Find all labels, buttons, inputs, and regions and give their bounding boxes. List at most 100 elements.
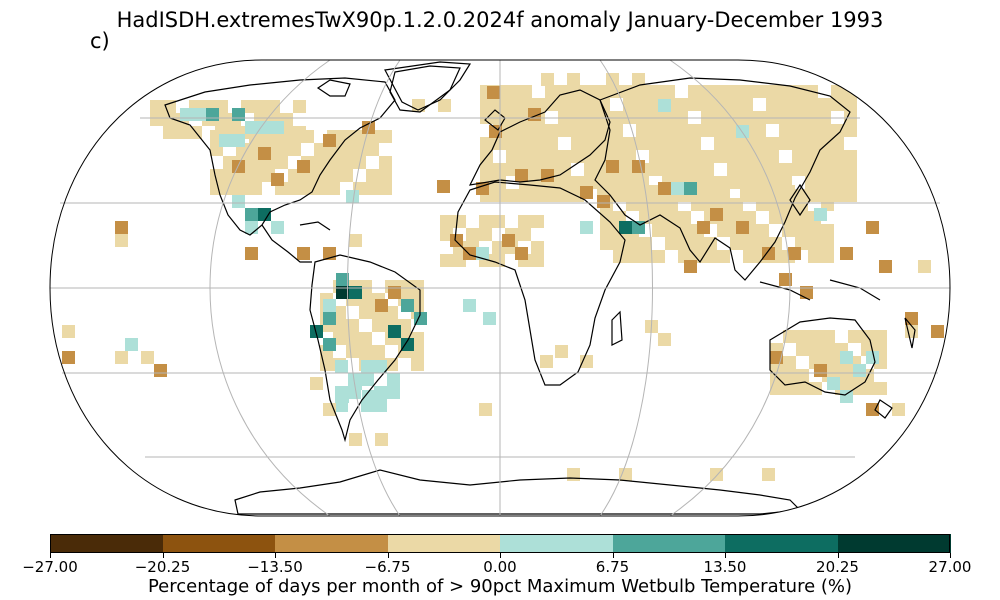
anomaly-cell — [492, 254, 505, 267]
anomaly-cell — [349, 234, 362, 247]
anomaly-cell — [366, 169, 379, 182]
colorbar — [50, 534, 951, 553]
anomaly-cell — [688, 150, 701, 163]
anomaly-cell — [580, 186, 593, 199]
anomaly-cell — [743, 211, 756, 224]
anomaly-cell — [626, 185, 639, 198]
anomaly-cell — [267, 100, 280, 113]
anomaly-cell — [597, 150, 610, 163]
anomaly-cell — [372, 319, 385, 332]
anomaly-cell — [258, 147, 271, 160]
anomaly-cell — [808, 185, 821, 198]
anomaly-cell — [506, 150, 519, 163]
colorbar-segment — [500, 534, 613, 553]
anomaly-cell — [518, 215, 531, 228]
colorbar-tick-mark — [50, 553, 51, 558]
anomaly-cell — [691, 237, 704, 250]
anomaly-cell — [892, 403, 905, 416]
anomaly-cell — [411, 332, 424, 345]
anomaly-cell — [704, 198, 717, 211]
anomaly-cell — [333, 306, 346, 319]
anomaly-cell — [245, 208, 258, 221]
colorbar-segment — [612, 534, 726, 553]
anomaly-cell — [931, 325, 944, 338]
anomaly-cell — [678, 224, 691, 237]
anomaly-cell — [463, 299, 476, 312]
anomaly-cell — [275, 156, 288, 169]
anomaly-cell — [652, 250, 665, 263]
anomaly-cell — [800, 286, 813, 299]
anomaly-cell — [714, 124, 727, 137]
anomaly-cell — [743, 185, 756, 198]
anomaly-cell — [374, 386, 387, 399]
anomaly-cell — [571, 176, 584, 189]
anomaly-cell — [359, 293, 372, 306]
anomaly-cell — [831, 163, 844, 176]
anomaly-cell — [163, 126, 176, 139]
anomaly-cell — [411, 358, 424, 371]
anomaly-cell — [662, 163, 675, 176]
anomaly-cell — [792, 137, 805, 150]
anomaly-cell — [438, 99, 451, 112]
anomaly-cell — [613, 250, 626, 263]
colorbar-segment — [162, 534, 276, 553]
anomaly-cell — [249, 169, 262, 182]
anomaly-cell — [808, 237, 821, 250]
anomaly-cell — [701, 98, 714, 111]
anomaly-cell — [293, 126, 306, 139]
colorbar-tick-label: 6.75 — [595, 558, 630, 576]
anomaly-cell — [740, 85, 753, 98]
anomaly-cell — [440, 254, 453, 267]
anomaly-cell — [610, 124, 623, 137]
anomaly-grid-cells — [62, 73, 944, 481]
colorbar-segment — [387, 534, 501, 553]
anomaly-cell — [359, 306, 372, 319]
anomaly-cell — [626, 198, 639, 211]
anomaly-cell — [372, 345, 385, 358]
anomaly-cell — [310, 325, 323, 338]
anomaly-cell — [809, 343, 822, 356]
anomaly-cell — [652, 224, 665, 237]
anomaly-cell — [506, 189, 519, 202]
anomaly-cell — [684, 182, 697, 195]
anomaly-cell — [236, 182, 249, 195]
anomaly-cell — [176, 126, 189, 139]
anomaly-cell — [219, 134, 232, 147]
anomaly-cell — [531, 254, 544, 267]
anomaly-cell — [805, 98, 818, 111]
colorbar-tick-label: 13.50 — [703, 558, 747, 576]
anomaly-cell — [558, 98, 571, 111]
anomaly-cell — [805, 137, 818, 150]
map-title: HadISDH.extremesTwX90p.1.2.0.2024f anoma… — [116, 8, 884, 32]
anomaly-cell — [610, 150, 623, 163]
anomaly-cell — [359, 345, 372, 358]
graticule — [50, 59, 950, 517]
anomaly-cell — [783, 369, 796, 382]
anomaly-cell — [795, 237, 808, 250]
anomaly-cell — [678, 211, 691, 224]
anomaly-cell — [766, 85, 779, 98]
anomaly-cell — [532, 137, 545, 150]
anomaly-cell — [805, 124, 818, 137]
anomaly-cell — [541, 73, 554, 86]
anomaly-cell — [584, 176, 597, 189]
anomaly-cell — [506, 137, 519, 150]
anomaly-cell — [584, 124, 597, 137]
anomaly-cell — [861, 382, 874, 395]
anomaly-cell — [665, 237, 678, 250]
anomaly-cell — [796, 369, 809, 382]
anomaly-cell — [555, 345, 568, 358]
anomaly-cell — [275, 143, 288, 156]
anomaly-cell — [340, 169, 353, 182]
anomaly-cell — [779, 98, 792, 111]
anomaly-cell — [479, 403, 492, 416]
anomaly-cell — [379, 182, 392, 195]
anomaly-cell — [492, 215, 505, 228]
colorbar-tick-mark — [950, 553, 951, 558]
anomaly-cell — [545, 124, 558, 137]
anomaly-cell — [649, 137, 662, 150]
colorbar-tick-mark — [387, 553, 389, 558]
anomaly-cell — [675, 150, 688, 163]
anomaly-cell — [346, 332, 359, 345]
anomaly-cell — [756, 198, 769, 211]
